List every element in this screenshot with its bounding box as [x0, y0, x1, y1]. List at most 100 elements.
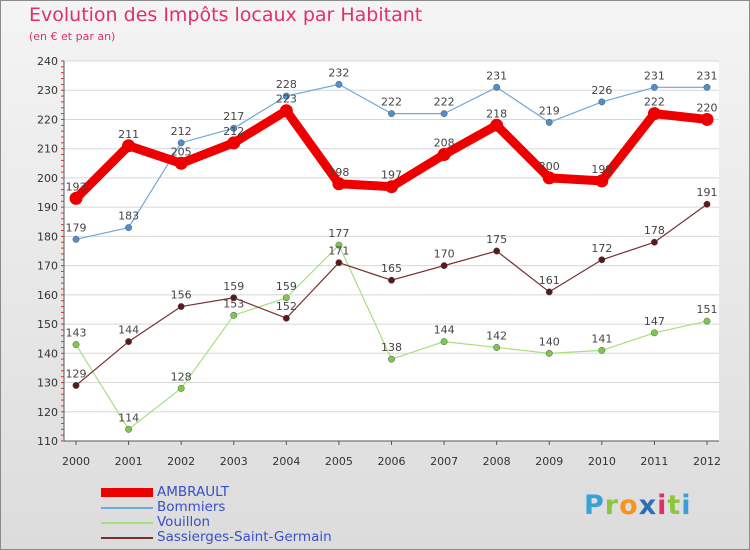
data-label-ambrault: 223 — [276, 93, 297, 106]
legend-item-bommiers: Bommiers — [101, 500, 332, 515]
data-label-bommiers: 231 — [486, 69, 507, 82]
legend-swatch — [101, 488, 153, 497]
legend-label: Vouillon — [157, 514, 211, 530]
legend-item-vouillon: Vouillon — [101, 515, 332, 530]
x-tick-label: 2009 — [535, 455, 563, 468]
data-label-vouillon: 140 — [539, 335, 560, 348]
legend: AMBRAULT Bommiers Vouillon Sassierges-Saint… — [101, 485, 332, 545]
x-tick-label: 2005 — [325, 455, 353, 468]
data-point-bommiers — [335, 80, 343, 88]
data-point-vouillon — [598, 346, 606, 354]
data-point-sassierges-saint-germain — [177, 303, 185, 310]
data-label-vouillon: 114 — [118, 411, 139, 424]
logo-letter: x — [638, 490, 658, 521]
legend-swatch — [101, 521, 153, 524]
data-label-ambrault: 220 — [697, 101, 718, 114]
data-point-vouillon — [125, 425, 133, 433]
data-point-ambrault — [647, 107, 661, 121]
y-tick-label: 190 — [37, 201, 58, 214]
data-point-bommiers — [388, 110, 395, 118]
data-point-bommiers — [440, 110, 448, 118]
data-point-sassierges-saint-germain — [282, 314, 290, 322]
plot-area — [64, 61, 719, 441]
y-tick-label: 170 — [37, 260, 58, 273]
data-point-sassierges-saint-germain — [335, 259, 343, 267]
y-tick-label: 130 — [37, 377, 58, 390]
data-label-sassierges-saint-germain: 175 — [486, 233, 507, 246]
x-tick-label: 2007 — [430, 455, 458, 468]
data-point-sassierges-saint-germain — [230, 294, 238, 302]
data-point-ambrault — [437, 148, 451, 162]
data-point-vouillon — [703, 317, 711, 325]
data-label-ambrault: 200 — [539, 160, 560, 173]
data-point-vouillon — [72, 341, 80, 348]
data-point-ambrault — [595, 174, 609, 188]
data-point-ambrault — [174, 156, 188, 170]
data-point-bommiers — [650, 83, 658, 91]
data-label-vouillon: 144 — [434, 324, 455, 337]
x-tick-label: 2010 — [588, 455, 616, 468]
x-tick-label: 2006 — [378, 455, 406, 468]
legend-item-sassierges-saint-germain: Sassierges-Saint-Germain — [101, 530, 332, 545]
line-chart: 110 120 130 140 150 160 170 180 190 200 210 220 230 2… — [37, 55, 721, 468]
data-label-bommiers: 226 — [591, 84, 612, 97]
data-point-bommiers — [545, 118, 553, 126]
x-tick-label: 2004 — [272, 455, 300, 468]
data-label-sassierges-saint-germain: 152 — [276, 300, 297, 313]
data-label-ambrault: 218 — [486, 107, 507, 120]
data-label-bommiers: 222 — [381, 96, 402, 109]
data-point-vouillon — [177, 384, 185, 392]
proxiti-logo: Proxiti — [584, 490, 692, 521]
data-point-ambrault — [122, 139, 136, 153]
legend-label: Bommiers — [157, 499, 226, 515]
data-label-bommiers: 217 — [223, 110, 244, 123]
data-point-vouillon — [545, 349, 553, 357]
data-label-ambrault: 211 — [118, 128, 139, 141]
y-tick-label: 230 — [37, 84, 58, 97]
data-point-ambrault — [332, 177, 346, 191]
data-label-sassierges-saint-germain: 144 — [118, 324, 139, 337]
y-tick-label: 120 — [37, 406, 58, 419]
x-tick-label: 2001 — [115, 455, 143, 468]
data-point-sassierges-saint-germain — [703, 200, 711, 208]
data-label-bommiers: 219 — [539, 104, 560, 117]
data-point-bommiers — [598, 98, 606, 106]
data-label-sassierges-saint-germain: 178 — [644, 224, 665, 237]
y-tick-label: 200 — [37, 172, 58, 185]
logo-letter: t — [667, 490, 682, 521]
data-point-bommiers — [72, 235, 80, 243]
x-tick-label: 2000 — [62, 455, 90, 468]
data-point-sassierges-saint-germain — [650, 238, 658, 246]
data-label-vouillon: 143 — [66, 327, 87, 340]
data-label-bommiers: 212 — [171, 125, 192, 138]
data-label-sassierges-saint-germain: 159 — [223, 280, 244, 293]
data-label-vouillon: 177 — [328, 227, 349, 240]
y-tick-label: 220 — [37, 113, 58, 126]
y-tick-label: 110 — [37, 435, 58, 448]
y-tick-label: 240 — [37, 55, 58, 68]
y-tick-label: 150 — [37, 318, 58, 331]
data-label-ambrault: 222 — [644, 96, 665, 109]
data-label-sassierges-saint-germain: 191 — [697, 186, 718, 199]
data-label-bommiers: 222 — [434, 96, 455, 109]
data-point-sassierges-saint-germain — [545, 288, 553, 296]
data-point-bommiers — [493, 83, 501, 91]
data-label-bommiers: 179 — [66, 221, 87, 234]
data-label-vouillon: 142 — [486, 329, 507, 342]
data-point-vouillon — [388, 355, 395, 363]
data-point-ambrault — [279, 104, 293, 118]
data-label-sassierges-saint-germain: 129 — [66, 367, 87, 380]
data-label-sassierges-saint-germain: 165 — [381, 262, 402, 275]
data-label-sassierges-saint-germain: 171 — [328, 245, 349, 258]
data-label-bommiers: 232 — [328, 66, 349, 79]
data-label-vouillon: 147 — [644, 315, 665, 328]
data-point-ambrault — [69, 191, 83, 205]
legend-label: Sassierges-Saint-Germain — [157, 529, 332, 545]
logo-letter: i — [657, 490, 668, 521]
x-tick-label: 2008 — [483, 455, 511, 468]
data-label-vouillon: 141 — [591, 332, 612, 345]
data-label-vouillon: 153 — [223, 297, 244, 310]
data-point-sassierges-saint-germain — [125, 338, 133, 346]
data-label-ambrault: 198 — [328, 166, 349, 179]
data-label-sassierges-saint-germain: 172 — [591, 242, 612, 255]
